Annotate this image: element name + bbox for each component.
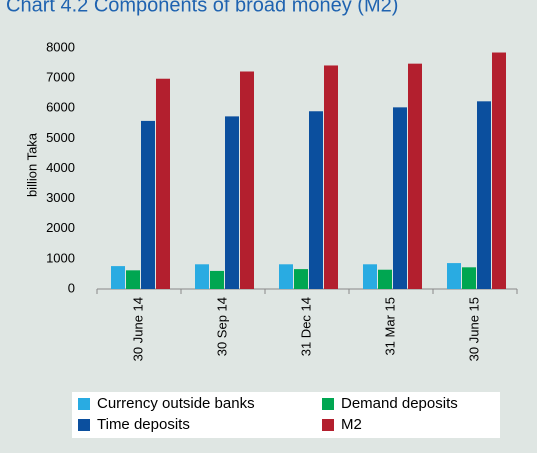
y-axis-label: billion Taka — [24, 132, 39, 197]
bar — [477, 101, 491, 289]
legend-swatch — [78, 419, 90, 431]
y-tick-label: 0 — [68, 280, 75, 295]
legend-box — [72, 392, 500, 438]
bar — [279, 264, 293, 289]
bar — [156, 78, 170, 289]
y-tick-label: 5000 — [46, 130, 75, 145]
y-tick-label: 7000 — [46, 70, 75, 85]
bar — [378, 269, 392, 289]
legend-swatch — [322, 419, 334, 431]
bar — [447, 263, 461, 289]
bar — [195, 264, 209, 289]
x-tick-label: 31 Dec 14 — [298, 297, 313, 356]
bar — [393, 107, 407, 289]
bar — [225, 116, 239, 289]
y-tick-label: 4000 — [46, 160, 75, 175]
bar — [294, 269, 308, 289]
y-tick-label: 2000 — [46, 220, 75, 235]
y-tick-label: 1000 — [46, 250, 75, 265]
x-tick-label: 30 June 15 — [466, 297, 481, 361]
y-tick-label: 8000 — [46, 39, 75, 54]
y-tick-label: 6000 — [46, 100, 75, 115]
bar — [309, 111, 323, 289]
x-tick-label: 30 Sep 14 — [214, 297, 229, 356]
bar — [111, 266, 125, 289]
legend-label: Time deposits — [97, 416, 190, 433]
legend-swatch — [78, 398, 90, 410]
bar — [324, 65, 338, 289]
y-tick-label: 3000 — [46, 190, 75, 205]
legend-label: Currency outside banks — [97, 395, 255, 412]
x-tick-label: 31 Mar 15 — [382, 297, 397, 356]
bar — [240, 71, 254, 289]
bar — [126, 270, 140, 289]
legend-label: M2 — [341, 416, 362, 433]
x-tick-label: 30 June 14 — [130, 297, 145, 361]
bar — [363, 264, 377, 289]
bar — [462, 267, 476, 289]
chart-title: Chart 4.2 Components of broad money (M2) — [6, 0, 398, 16]
bar — [492, 52, 506, 289]
bar — [141, 120, 155, 289]
legend-swatch — [322, 398, 334, 410]
bar — [408, 63, 422, 289]
legend-label: Demand deposits — [341, 395, 458, 412]
bar — [210, 270, 224, 289]
